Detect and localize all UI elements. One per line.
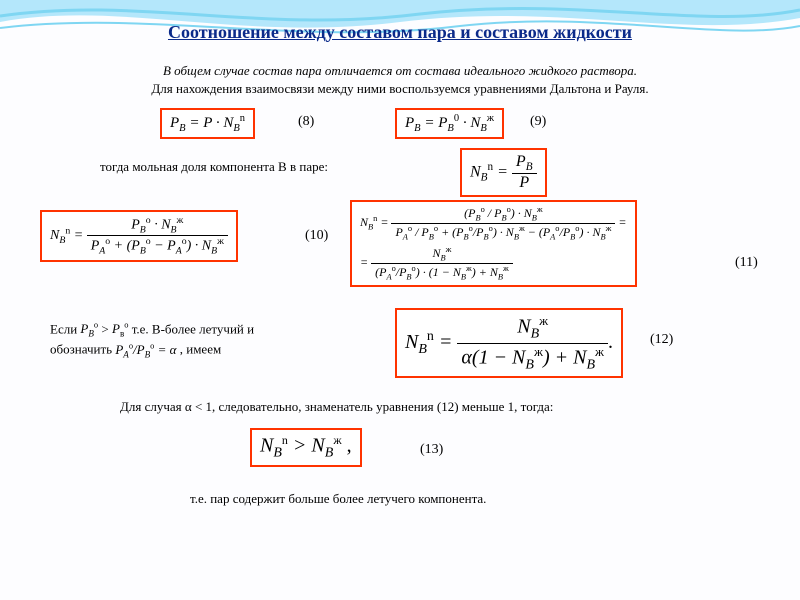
- label-eq12: (12): [650, 332, 673, 348]
- equation-8: PB = P · NBn: [160, 108, 255, 139]
- text-condition: Если PBo > Pвo т.е. B-более летучий и об…: [50, 320, 360, 360]
- intro-line1: В общем случае состав пара отличается от…: [0, 62, 800, 80]
- label-eq9: (9): [530, 114, 546, 130]
- cond2-post: , имеем: [180, 342, 221, 357]
- page-title: Соотношение между составом пара и состав…: [0, 22, 800, 43]
- equation-12: NBn = NBж α(1 − NBж) + NBж .: [395, 308, 623, 378]
- cond1-pre: Если: [50, 321, 80, 336]
- equation-13: NBn > NBж ,: [250, 428, 362, 467]
- equation-11: NBn = (PBo / PBo) · NBж PAo / PBo + (PBo…: [350, 200, 637, 287]
- text-conclusion: т.е. пар содержит больше более летучего …: [190, 490, 486, 508]
- label-eq13: (13): [420, 442, 443, 458]
- equation-9: PB = PB0 · NBж: [395, 108, 504, 139]
- cond2-pre: обозначить: [50, 342, 115, 357]
- equation-10: NBn = PBo · NBж PAo + (PBo − PAo) · NBж: [40, 210, 238, 262]
- text-case: Для случая α < 1, следовательно, знамена…: [120, 398, 553, 416]
- text-molar: тогда мольная доля компонента B в паре:: [100, 158, 328, 176]
- slide: Соотношение между составом пара и состав…: [0, 0, 800, 600]
- intro-line2: Для нахождения взаимосвязи между ними во…: [0, 80, 800, 98]
- label-eq11: (11): [735, 255, 758, 271]
- label-eq10: (10): [305, 228, 328, 244]
- label-eq8: (8): [298, 114, 314, 130]
- equation-nb-pb: NBn = PB P: [460, 148, 547, 197]
- cond1-post: т.е. B-более летучий и: [132, 321, 254, 336]
